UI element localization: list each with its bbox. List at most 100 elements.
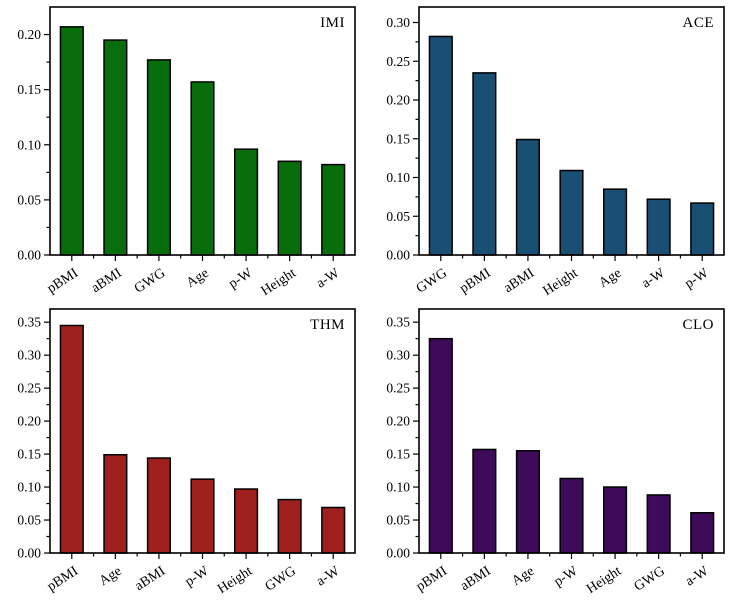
x-tick-label: p-W: [226, 265, 256, 292]
y-tick-label: 0.35: [386, 315, 410, 330]
panel-annotation: CLO: [682, 317, 714, 333]
y-tick-label: 0.35: [17, 315, 41, 330]
y-tick-label: 0.20: [17, 27, 41, 42]
y-tick-label: 0.05: [386, 209, 410, 224]
chart-panel-top-left: 0.00 0.05 0.10 0.15 0.20 pBMI aBMI GWG Age p-W Hei…: [0, 0, 369, 300]
axis-ticks: [412, 21, 703, 261]
x-tick-label: GWG: [413, 266, 449, 297]
bar-Height: [558, 169, 584, 256]
y-tick-label: 0.05: [17, 513, 41, 528]
panel-annotation: ACE: [682, 15, 714, 31]
bar-pBMI: [428, 337, 453, 554]
x-tick-label: pBMI: [45, 266, 82, 297]
bar-Age: [103, 453, 128, 554]
x-tick-label: pBMI: [413, 564, 450, 595]
x-tick-label: GWG: [263, 564, 299, 595]
x-tick-label: Age: [184, 266, 212, 291]
bar-aBMI: [515, 138, 540, 256]
x-tick-label: aBMI: [133, 564, 169, 595]
bar-GWG: [146, 59, 172, 256]
y-tick-label: 0.30: [386, 15, 410, 30]
chart-panel-bottom-right: 0.00 0.05 0.10 0.15 0.20 0.25 0.30 0.35 pBMI aBMI…: [369, 300, 737, 605]
bar-p-W: [558, 477, 584, 554]
bar-aBMI: [471, 448, 496, 554]
panel-annotation: THM: [310, 317, 345, 333]
axis-ticks: [44, 33, 334, 261]
bar-Age: [515, 450, 540, 554]
x-tick-label: Height: [259, 266, 299, 299]
x-tick-label: Age: [97, 564, 125, 589]
y-tick-label: 0.20: [386, 93, 410, 108]
x-tick-label: GWG: [631, 564, 667, 595]
y-tick-label: 0.00: [17, 546, 41, 561]
bar-Age: [602, 188, 627, 256]
y-tick-label: 0.20: [386, 414, 410, 429]
bar-aBMI: [146, 457, 172, 554]
y-tick-label: 0.00: [17, 248, 41, 263]
x-tick-label: pBMI: [457, 266, 494, 297]
bar-Height: [233, 488, 259, 554]
bar-a-W: [689, 512, 714, 554]
y-tick-label: 0.20: [17, 414, 41, 429]
bar-pBMI: [471, 72, 496, 256]
bar-pBMI: [59, 26, 84, 256]
x-tick-label: pBMI: [45, 564, 82, 595]
bar-Height: [602, 486, 627, 554]
x-tick-label: a-W: [314, 563, 343, 589]
bar-GWG: [277, 498, 302, 554]
bar-p-W: [233, 148, 259, 256]
y-tick-label: 0.30: [17, 348, 41, 363]
bar-chart-clo: 0.00 0.05 0.10 0.15 0.20 0.25 0.30 0.35 pBMI aBMI…: [386, 308, 725, 597]
bar-pBMI: [59, 324, 84, 554]
y-tick-label: 0.10: [17, 480, 41, 495]
bar-Age: [190, 81, 215, 256]
y-tick-label: 0.25: [386, 381, 410, 396]
y-tick-label: 0.00: [386, 546, 410, 561]
y-tick-label: 0.00: [386, 248, 410, 263]
y-tick-label: 0.30: [386, 348, 410, 363]
x-tick-label: a-W: [683, 563, 712, 589]
y-tick-label: 0.10: [17, 137, 41, 152]
y-tick-label: 0.05: [17, 192, 41, 207]
x-tick-label: aBMI: [457, 564, 493, 595]
bar-Height: [277, 160, 302, 256]
y-tick-label: 0.10: [386, 480, 410, 495]
y-tick-label: 0.25: [17, 381, 41, 396]
bar-a-W: [321, 506, 346, 554]
x-tick-label: p-W: [183, 563, 213, 590]
y-tick-label: 0.05: [386, 513, 410, 528]
y-tick-label: 0.15: [17, 82, 41, 97]
bar-GWG: [428, 35, 453, 256]
panel-annotation: IMI: [320, 15, 345, 31]
x-tick-label: aBMI: [501, 266, 537, 297]
x-tick-label: aBMI: [89, 266, 125, 297]
x-tick-label: Age: [596, 266, 624, 291]
y-tick-label: 0.15: [17, 447, 41, 462]
y-tick-label: 0.10: [386, 170, 410, 185]
x-tick-label: Height: [584, 564, 624, 597]
x-tick-label: p-W: [551, 563, 581, 590]
bar-chart-imi: 0.00 0.05 0.10 0.15 0.20 pBMI aBMI GWG Age p-W Hei…: [17, 6, 356, 299]
y-tick-label: 0.15: [386, 131, 410, 146]
x-tick-label: a-W: [639, 265, 668, 291]
x-tick-label: a-W: [314, 265, 343, 291]
x-tick-label: Height: [540, 266, 580, 299]
bar-chart-ace: 0.00 0.05 0.10 0.15 0.20 0.25 0.30 GWG pBMI aBMI H…: [386, 6, 725, 299]
bar-a-W: [646, 198, 671, 256]
bar-p-W: [190, 478, 215, 554]
x-tick-label: GWG: [132, 266, 168, 297]
y-tick-label: 0.25: [386, 54, 410, 69]
axis-ticks: [44, 321, 334, 559]
bar-a-W: [321, 163, 346, 256]
chart-panel-bottom-left: 0.00 0.05 0.10 0.15 0.20 0.25 0.30 0.35 pBMI Age a…: [0, 300, 369, 605]
x-tick-label: Age: [509, 564, 537, 589]
x-tick-label: Height: [215, 564, 255, 597]
y-tick-label: 0.15: [386, 447, 410, 462]
x-tick-label: p-W: [682, 265, 712, 292]
chart-panel-top-right: 0.00 0.05 0.10 0.15 0.20 0.25 0.30 GWG pBMI aBMI H…: [369, 0, 737, 300]
bar-p-W: [689, 202, 714, 256]
bar-aBMI: [103, 39, 128, 256]
bar-GWG: [646, 494, 671, 554]
